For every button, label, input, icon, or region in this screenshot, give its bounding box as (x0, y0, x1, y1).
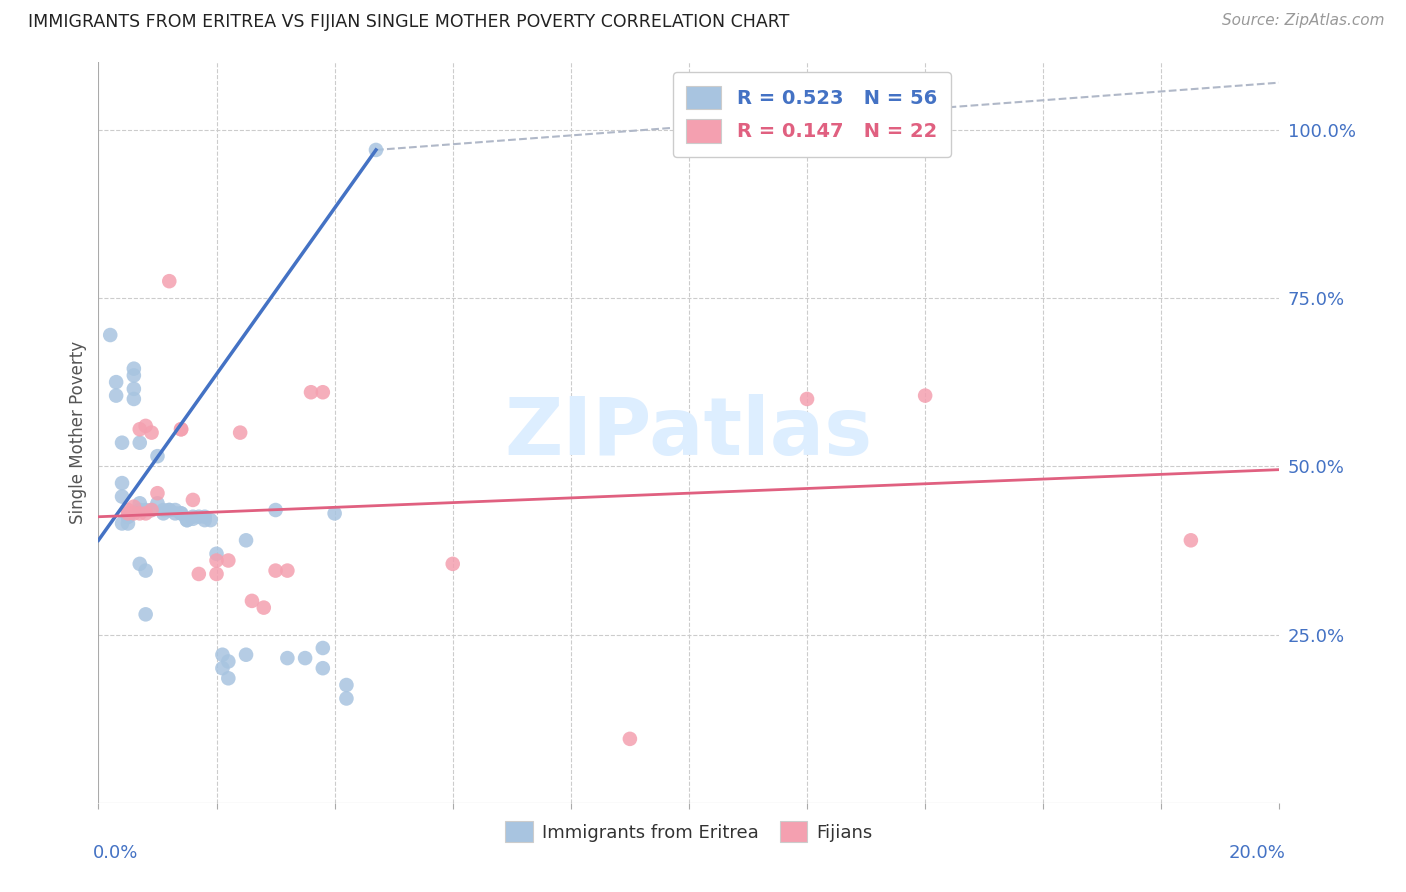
Point (323, 507, 346, 521)
Point (135, 503, 157, 517)
Point (157, 503, 180, 517)
Point (181, 512, 204, 526)
Point (200, 513, 222, 527)
Point (122, 361, 145, 376)
Point (312, 640, 335, 655)
Point (135, 418, 157, 433)
Point (111, 435, 134, 450)
Point (276, 564, 298, 578)
Point (141, 503, 163, 517)
Point (364, 143, 387, 157)
Point (157, 274, 180, 288)
Point (157, 503, 180, 517)
Point (128, 557, 150, 571)
Point (229, 425, 252, 440)
Point (211, 648, 233, 662)
Point (181, 492, 204, 507)
Point (165, 507, 187, 521)
Point (335, 678, 357, 692)
Point (128, 507, 150, 521)
Point (111, 476, 134, 491)
Point (181, 509, 204, 524)
Point (170, 422, 193, 436)
Point (335, 691, 357, 706)
Point (205, 553, 228, 567)
Point (117, 503, 139, 517)
Point (217, 553, 239, 567)
Point (240, 594, 263, 608)
Point (211, 661, 233, 675)
Point (128, 422, 150, 436)
Point (165, 503, 187, 517)
Point (796, 392, 818, 406)
Point (111, 516, 134, 531)
Point (135, 507, 157, 521)
Point (105, 375, 128, 389)
Point (205, 547, 228, 561)
Point (276, 651, 298, 665)
Point (264, 564, 287, 578)
Point (176, 513, 198, 527)
Text: IMMIGRANTS FROM ERITREA VS FIJIAN SINGLE MOTHER POVERTY CORRELATION CHART: IMMIGRANTS FROM ERITREA VS FIJIAN SINGLE… (28, 13, 790, 31)
Point (152, 503, 174, 517)
Point (117, 509, 139, 524)
Point (117, 507, 139, 521)
Point (194, 509, 217, 524)
Point (111, 490, 134, 504)
Point (441, 557, 464, 571)
Point (253, 600, 276, 615)
Point (135, 607, 157, 622)
Point (135, 564, 157, 578)
Point (170, 507, 193, 521)
Point (122, 507, 145, 521)
Point (98, 328, 121, 343)
Point (187, 566, 209, 581)
Text: ZIPatlas: ZIPatlas (505, 393, 873, 472)
Point (122, 392, 145, 406)
Point (128, 496, 150, 510)
Point (122, 382, 145, 396)
Point (117, 509, 139, 524)
Point (141, 503, 163, 517)
Point (128, 503, 150, 517)
Point (194, 513, 217, 527)
Point (217, 655, 239, 669)
Point (146, 486, 169, 500)
Point (914, 389, 936, 403)
Point (235, 533, 257, 548)
Point (146, 496, 169, 510)
Text: 20.0%: 20.0% (1229, 844, 1285, 862)
Point (146, 449, 169, 463)
Point (170, 422, 193, 436)
Point (235, 648, 257, 662)
Point (170, 507, 193, 521)
Point (299, 385, 322, 400)
Point (141, 425, 163, 440)
Point (1180, 533, 1202, 548)
Text: 0.0%: 0.0% (93, 844, 138, 862)
Point (122, 368, 145, 383)
Point (217, 671, 239, 685)
Point (152, 507, 174, 521)
Point (619, 731, 641, 746)
Point (122, 500, 145, 514)
Point (105, 389, 128, 403)
Point (128, 435, 150, 450)
Point (294, 651, 316, 665)
Legend: Immigrants from Eritrea, Fijians: Immigrants from Eritrea, Fijians (498, 814, 880, 849)
Point (117, 516, 139, 531)
Text: Source: ZipAtlas.com: Source: ZipAtlas.com (1222, 13, 1385, 29)
Y-axis label: Single Mother Poverty: Single Mother Poverty (69, 341, 87, 524)
Point (312, 661, 335, 675)
Point (205, 566, 228, 581)
Point (187, 509, 209, 524)
Point (176, 513, 198, 527)
Point (264, 503, 287, 517)
Point (312, 385, 335, 400)
